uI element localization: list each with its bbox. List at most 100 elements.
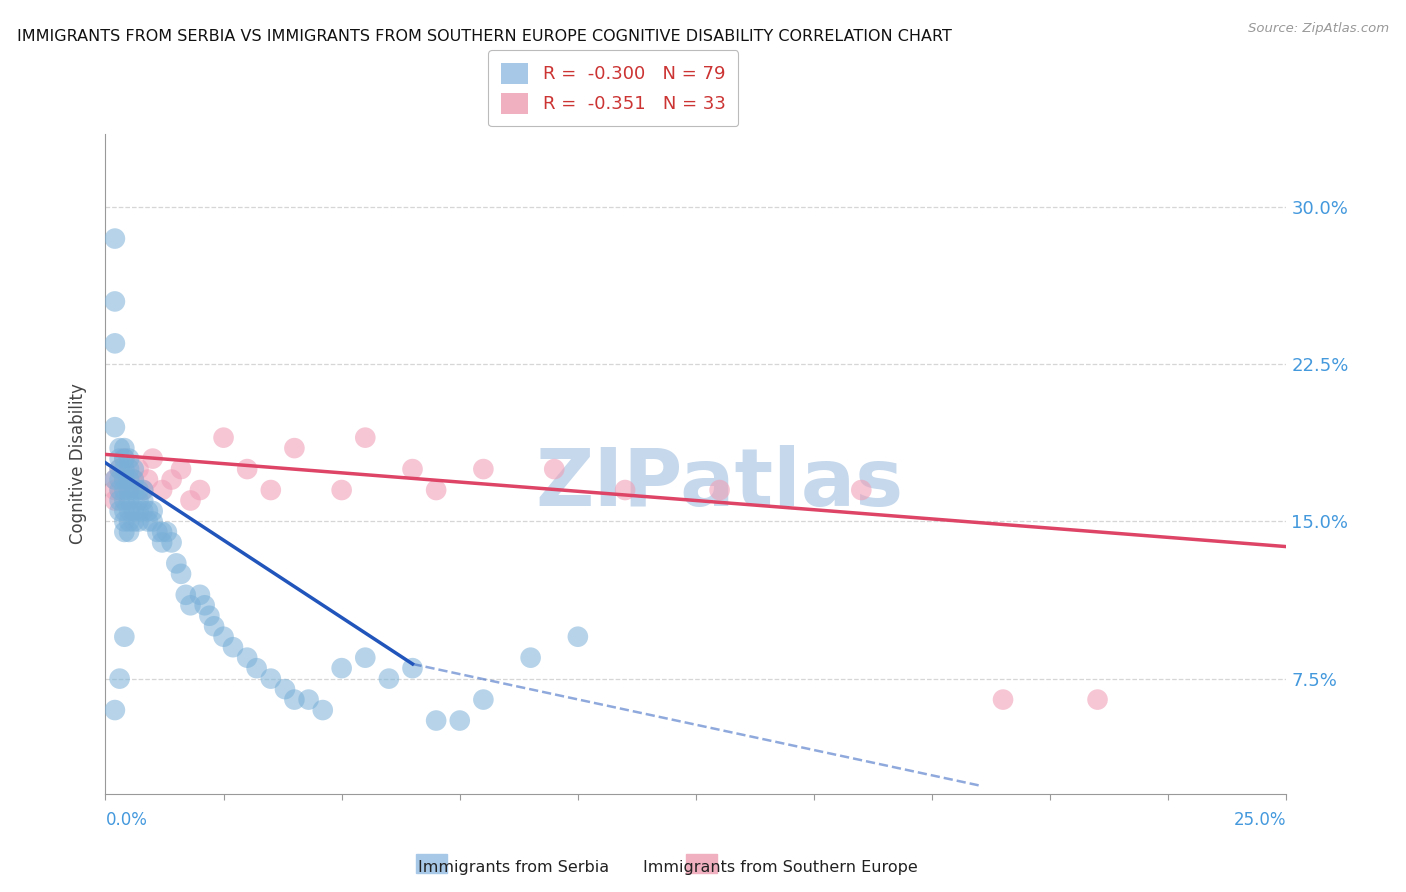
Point [104,473,127,487]
Text: 25.0%: 25.0% [1234,811,1286,829]
Point [614,483,637,497]
Point [122,473,145,487]
Point [132,504,155,518]
Point [108,462,131,476]
Point [112,451,135,466]
Point [472,692,495,706]
Point [112,524,135,539]
Point [104,483,127,497]
Point [283,692,305,706]
Point [160,473,183,487]
Text: Immigrants from Serbia: Immigrants from Serbia [418,860,609,874]
Point [236,650,259,665]
Point [108,462,131,476]
Point [709,483,731,497]
Point [122,515,145,529]
Point [378,672,401,686]
Point [112,473,135,487]
Point [142,451,165,466]
Point [118,473,141,487]
Point [136,473,159,487]
Point [112,441,135,455]
Point [104,336,127,351]
Point [128,515,150,529]
Point [991,692,1014,706]
Point [118,462,141,476]
Point [142,504,165,518]
Point [118,524,141,539]
Point [112,515,135,529]
Point [260,672,283,686]
Point [136,515,159,529]
Point [104,231,127,245]
Point [401,462,423,476]
Text: Source: ZipAtlas.com: Source: ZipAtlas.com [1249,22,1389,36]
Text: IMMIGRANTS FROM SERBIA VS IMMIGRANTS FROM SOUTHERN EUROPE COGNITIVE DISABILITY C: IMMIGRANTS FROM SERBIA VS IMMIGRANTS FRO… [17,29,952,44]
Point [118,483,141,497]
Point [188,483,211,497]
Bar [686,854,717,873]
Text: 0.0%: 0.0% [105,811,148,829]
Point [108,493,131,508]
Point [188,588,211,602]
Point [108,483,131,497]
Point [297,692,319,706]
Point [246,661,269,675]
Point [170,566,193,581]
Point [118,451,141,466]
Point [202,619,225,633]
Point [112,451,135,466]
Point [150,483,173,497]
Point [122,462,145,476]
Point [567,630,589,644]
Point [212,630,235,644]
Point [449,714,471,728]
Bar [416,854,447,873]
Point [160,535,183,549]
Point [128,493,150,508]
Point [425,714,447,728]
Point [260,483,283,497]
Point [104,473,127,487]
Point [156,524,179,539]
Point [118,493,141,508]
Point [136,504,159,518]
Point [194,599,217,613]
Point [236,462,259,476]
Point [108,451,131,466]
Y-axis label: Cognitive Disability: Cognitive Disability [69,384,87,544]
Point [132,483,155,497]
Point [104,420,127,434]
Point [198,608,221,623]
Point [174,588,197,602]
Point [212,431,235,445]
Point [354,431,377,445]
Point [312,703,335,717]
Point [354,650,377,665]
Point [122,473,145,487]
Point [146,524,169,539]
Point [150,524,173,539]
Point [128,504,150,518]
Point [112,630,135,644]
Point [108,473,131,487]
Point [222,640,245,655]
Point [104,294,127,309]
Point [543,462,565,476]
Point [104,493,127,508]
Point [165,557,187,571]
Point [112,462,135,476]
Text: ZIPatlas: ZIPatlas [536,444,904,523]
Point [122,504,145,518]
Point [283,441,305,455]
Point [851,483,873,497]
Point [128,462,150,476]
Point [425,483,447,497]
Point [519,650,541,665]
Point [108,504,131,518]
Point [112,504,135,518]
Point [274,682,297,697]
Point [1087,692,1109,706]
Point [128,483,150,497]
Point [108,441,131,455]
